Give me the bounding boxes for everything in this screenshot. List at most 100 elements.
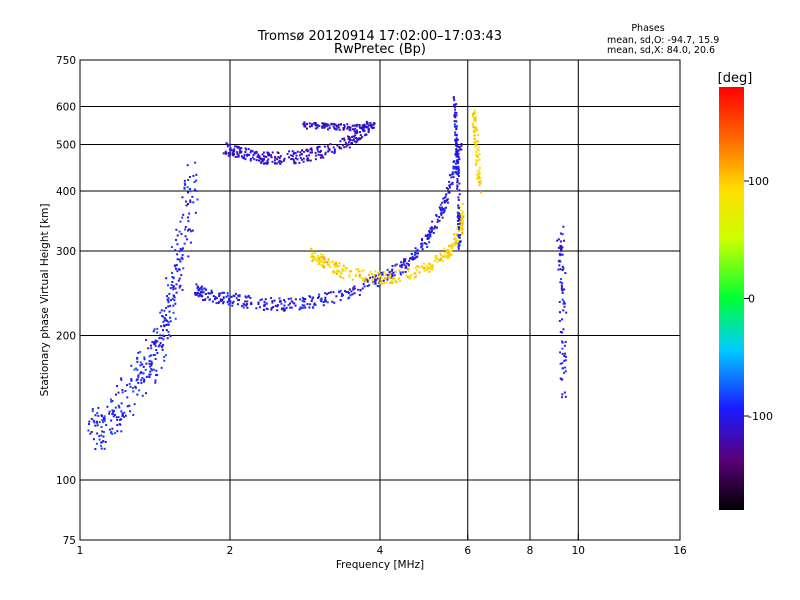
data-point (144, 368, 147, 371)
data-point (103, 447, 106, 450)
data-point (178, 268, 181, 271)
data-point (356, 268, 359, 271)
data-point (302, 298, 305, 301)
data-point (404, 266, 407, 269)
data-point (376, 277, 379, 280)
data-point (166, 298, 169, 301)
data-point (451, 172, 454, 175)
data-point (238, 147, 241, 150)
data-point (355, 274, 358, 277)
data-point (416, 248, 419, 251)
data-point (454, 133, 457, 136)
data-point (340, 123, 343, 126)
data-point (303, 122, 306, 125)
data-point (169, 335, 172, 338)
data-point (152, 330, 155, 333)
data-point (351, 139, 354, 142)
data-point (94, 414, 97, 417)
data-point (365, 120, 368, 123)
data-point (219, 298, 222, 301)
data-point (148, 373, 151, 376)
data-point (148, 362, 151, 365)
data-point (179, 284, 182, 287)
data-point (457, 152, 460, 155)
data-point (358, 294, 361, 297)
data-point (324, 292, 327, 295)
x-tick-label: 16 (673, 545, 687, 557)
data-point (475, 144, 478, 147)
data-point (322, 257, 325, 260)
data-point (150, 362, 153, 365)
colorbar-ticks: 100 0 -100 (744, 175, 773, 423)
data-point (347, 297, 350, 300)
data-point (273, 159, 276, 162)
data-point (115, 416, 118, 419)
data-point (359, 127, 362, 130)
data-point (413, 272, 416, 275)
data-point (434, 255, 437, 258)
data-point (218, 292, 221, 295)
data-point (244, 295, 247, 298)
data-point (262, 162, 265, 165)
data-point (559, 278, 562, 281)
data-point (561, 291, 564, 294)
data-point (276, 305, 279, 308)
data-point (450, 249, 453, 252)
data-point (423, 262, 426, 265)
data-point (442, 211, 445, 214)
data-point (380, 276, 383, 279)
data-point (150, 367, 153, 370)
data-point (456, 185, 459, 188)
data-point (97, 414, 100, 417)
data-point (338, 262, 341, 265)
data-point (453, 167, 456, 170)
data-point (182, 213, 185, 216)
data-point (197, 289, 200, 292)
data-point (562, 300, 565, 303)
data-point (270, 308, 273, 311)
data-point (559, 268, 562, 271)
data-point (478, 158, 481, 161)
data-point (165, 306, 168, 309)
data-point (260, 161, 263, 164)
data-point (339, 299, 342, 302)
y-tick-label: 600 (56, 102, 76, 114)
colorbar-tick-label: 100 (748, 175, 769, 188)
data-point (176, 243, 179, 246)
data-point (101, 430, 104, 433)
data-point (343, 139, 346, 142)
data-point (140, 379, 143, 382)
data-point (123, 411, 126, 414)
data-point (163, 355, 166, 358)
data-point (362, 126, 365, 129)
data-point (238, 299, 241, 302)
data-point (391, 281, 394, 284)
data-point (152, 354, 155, 357)
data-point (291, 158, 294, 161)
data-point (457, 239, 460, 242)
data-point (210, 289, 213, 292)
data-point (423, 267, 426, 270)
data-point (457, 169, 460, 172)
data-point (136, 368, 139, 371)
data-point (386, 268, 389, 271)
data-point (562, 302, 565, 305)
data-point (181, 254, 184, 257)
data-point (335, 270, 338, 273)
data-point (455, 232, 458, 235)
data-point (151, 341, 154, 344)
data-point (226, 145, 229, 148)
data-point (254, 151, 257, 154)
data-point (222, 296, 225, 299)
data-point (563, 305, 566, 308)
data-point (474, 120, 477, 123)
data-point (228, 302, 231, 305)
data-point (452, 176, 455, 179)
data-point (200, 285, 203, 288)
data-point (400, 266, 403, 269)
data-point (456, 160, 459, 163)
data-point (101, 441, 104, 444)
data-point (183, 179, 186, 182)
data-point (163, 309, 166, 312)
data-point (194, 161, 197, 164)
